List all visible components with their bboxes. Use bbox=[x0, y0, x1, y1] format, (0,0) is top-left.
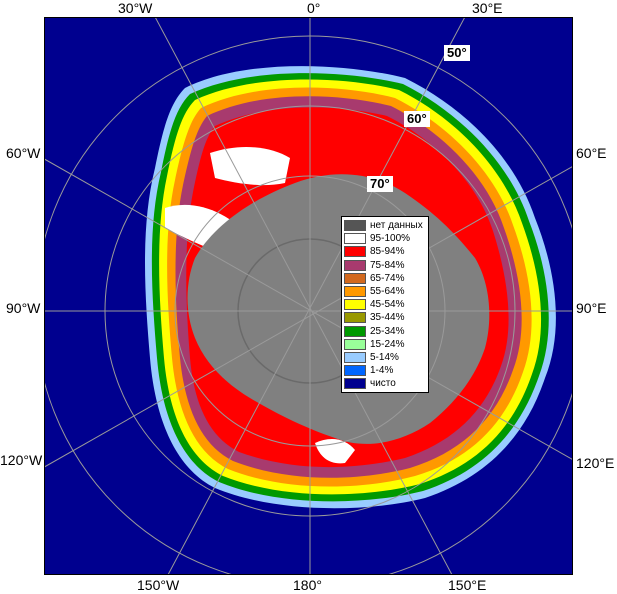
lat-label-50: 50° bbox=[444, 45, 470, 61]
legend-swatch bbox=[344, 325, 366, 337]
legend-item: 1-4% bbox=[344, 364, 428, 377]
sea-ice-map bbox=[45, 18, 572, 574]
legend-item: 55-64% bbox=[344, 285, 428, 298]
legend-label: чисто bbox=[370, 378, 396, 390]
legend-label: 45-54% bbox=[370, 299, 405, 311]
lon-label-0-top: 0° bbox=[307, 0, 321, 16]
legend-swatch bbox=[344, 351, 366, 363]
legend-label: 5-14% bbox=[370, 351, 399, 363]
legend-label: 55-64% bbox=[370, 286, 405, 298]
ice-patch-white-1 bbox=[210, 146, 290, 186]
legend-item: 65-74% bbox=[344, 272, 428, 285]
legend-swatch bbox=[344, 259, 366, 271]
lon-label-120w: 120°W bbox=[0, 452, 43, 468]
legend-item: 35-44% bbox=[344, 311, 428, 324]
legend-item: 95-100% bbox=[344, 232, 428, 245]
legend-swatch bbox=[344, 378, 366, 390]
legend-label: 1-4% bbox=[370, 365, 394, 377]
legend-label: 85-94% bbox=[370, 246, 405, 258]
legend-item: 15-24% bbox=[344, 338, 428, 351]
legend-label: 15-24% bbox=[370, 338, 405, 350]
lon-label-90e: 90°E bbox=[576, 300, 607, 316]
lat-label-70: 70° bbox=[367, 176, 393, 192]
legend-swatch bbox=[344, 272, 366, 284]
legend-item: 75-84% bbox=[344, 259, 428, 272]
legend-label: 75-84% bbox=[370, 259, 405, 271]
lon-label-30w-top: 30°W bbox=[118, 0, 153, 16]
map-frame bbox=[44, 17, 573, 575]
legend: нет данных 95-100% 85-94% 75-84% 65-74% 55-64… bbox=[341, 216, 429, 394]
legend-swatch bbox=[344, 246, 366, 258]
lon-label-150w: 150°W bbox=[137, 577, 180, 593]
legend-item: нет данных bbox=[344, 219, 428, 232]
legend-swatch bbox=[344, 338, 366, 350]
legend-swatch bbox=[344, 220, 366, 232]
lon-label-120e: 120°E bbox=[576, 455, 615, 471]
legend-label: 35-44% bbox=[370, 312, 405, 324]
lon-label-90w: 90°W bbox=[6, 300, 41, 316]
legend-label: 95-100% bbox=[370, 233, 411, 245]
lon-label-60e: 60°E bbox=[576, 145, 607, 161]
legend-item: 45-54% bbox=[344, 298, 428, 311]
lon-label-60w: 60°W bbox=[6, 145, 41, 161]
legend-swatch bbox=[344, 286, 366, 298]
legend-item: 5-14% bbox=[344, 351, 428, 364]
legend-label: 25-34% bbox=[370, 325, 405, 337]
legend-swatch bbox=[344, 365, 366, 377]
legend-label: 65-74% bbox=[370, 272, 405, 284]
legend-swatch bbox=[344, 299, 366, 311]
lon-label-180: 180° bbox=[293, 577, 322, 593]
meridian-150 bbox=[167, 18, 465, 574]
legend-swatch bbox=[344, 312, 366, 324]
legend-item: 85-94% bbox=[344, 245, 428, 258]
lon-label-30e-top: 30°E bbox=[472, 0, 503, 16]
graticule-meridians bbox=[45, 18, 572, 574]
legend-label: нет данных bbox=[370, 220, 423, 232]
legend-item: 25-34% bbox=[344, 325, 428, 338]
legend-item: чисто bbox=[344, 377, 428, 390]
meridian-120 bbox=[45, 166, 572, 468]
legend-swatch bbox=[344, 233, 366, 245]
lon-label-150e: 150°E bbox=[448, 577, 487, 593]
lat-label-60: 60° bbox=[404, 111, 430, 127]
